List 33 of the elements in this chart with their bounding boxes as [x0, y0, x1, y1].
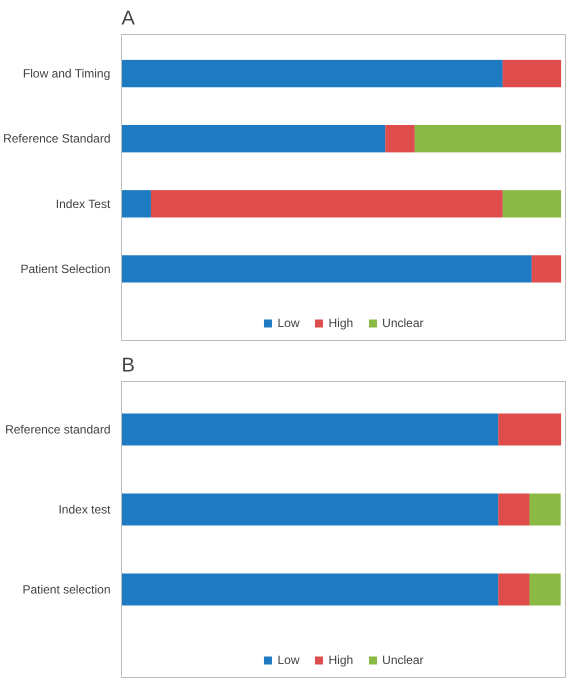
- bar: [502, 190, 562, 218]
- y-tick-label: Flow and Timing: [22, 66, 110, 81]
- bar: [529, 494, 561, 526]
- bar: [122, 414, 498, 446]
- bar: [122, 494, 498, 526]
- legend-label: High: [328, 653, 354, 667]
- legend-label: Low: [277, 653, 300, 667]
- legend-label: High: [328, 316, 354, 330]
- y-tick-label: Reference Standard: [3, 132, 111, 146]
- bar: [498, 414, 562, 446]
- chart-title: B: [122, 354, 135, 376]
- bar: [122, 255, 532, 283]
- bar: [529, 574, 561, 606]
- bar: [122, 574, 498, 606]
- bar: [122, 60, 503, 88]
- y-tick-label: Reference standard: [5, 422, 111, 436]
- bar: [385, 125, 415, 152]
- y-tick-label: Index test: [58, 502, 112, 516]
- legend-label: Unclear: [382, 653, 424, 667]
- bar: [414, 125, 562, 152]
- bar: [502, 60, 562, 88]
- legend-label: Low: [277, 316, 300, 330]
- bar: [122, 125, 386, 152]
- y-tick-label: Patient Selection: [20, 262, 111, 276]
- bar: [532, 255, 562, 283]
- y-tick-label: Index Test: [56, 196, 111, 211]
- chart-title: A: [122, 8, 136, 30]
- y-tick-label: Patient selection: [22, 582, 111, 596]
- bar: [498, 574, 530, 606]
- bar: [498, 494, 530, 526]
- bar: [150, 190, 503, 218]
- legend-label: Unclear: [382, 316, 424, 330]
- bar: [122, 190, 151, 218]
